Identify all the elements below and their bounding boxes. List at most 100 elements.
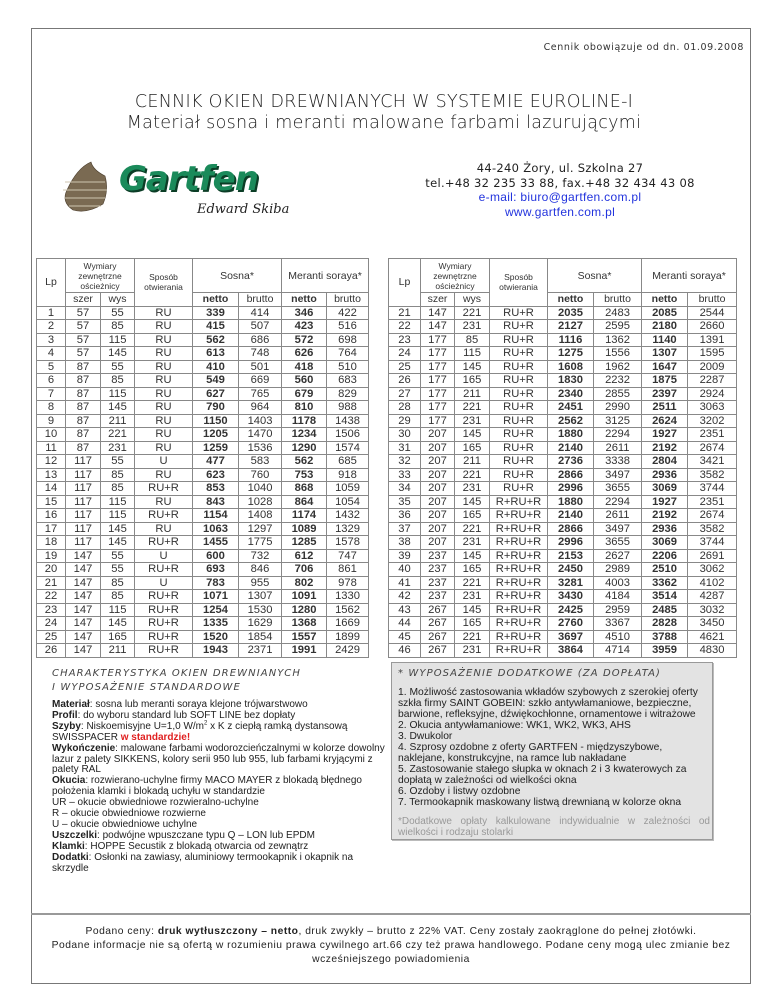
- sosna-netto: 549: [192, 373, 239, 388]
- header-brutto: brutto: [592, 292, 643, 307]
- table-row: 3 57 115 RU 562 686 572 698: [36, 332, 370, 347]
- opening-type: R+RU+R: [489, 548, 548, 563]
- label: Okucia: [52, 775, 86, 787]
- width: 147: [65, 562, 101, 577]
- header-sosna: Sosna*: [191, 258, 283, 293]
- value: : sosna lub meranti soraya klejone trójw…: [89, 699, 308, 710]
- dodatki-line: Dodatki: Osłonki na zawiasy, aluminiowy …: [52, 852, 387, 875]
- height: 231: [100, 440, 135, 455]
- table-row: 45 267 221 R+RU+R 3697 4510 3788 4621: [388, 629, 738, 644]
- table-row: 46 267 231 R+RU+R 3864 4714 3959 4830: [388, 643, 738, 658]
- sosna-brutto: 414: [237, 305, 283, 320]
- meranti-brutto: 861: [326, 562, 370, 577]
- header-netto: netto: [641, 292, 689, 307]
- meranti-netto: 1368: [281, 616, 328, 631]
- sosna-brutto: 964: [237, 400, 283, 415]
- sosna-brutto: 1530: [237, 602, 283, 617]
- table-row: 5 87 55 RU 410 501 418 510: [36, 359, 370, 374]
- meranti-netto: 2192: [641, 508, 689, 523]
- label: Wykończenie: [52, 742, 116, 754]
- opening-type: R+RU+R: [489, 643, 548, 658]
- meranti-netto: 3069: [641, 481, 689, 496]
- row-number: 41: [388, 575, 421, 590]
- height: 85: [100, 575, 135, 590]
- meranti-netto: 3362: [641, 575, 689, 590]
- height: 145: [454, 494, 490, 509]
- row-number: 10: [36, 427, 66, 442]
- row-number: 25: [36, 629, 66, 644]
- sosna-brutto: 2611: [592, 440, 643, 455]
- email-link[interactable]: e-mail: biuro@gartfen.com.pl: [478, 190, 642, 204]
- meranti-netto: 1089: [281, 521, 328, 536]
- sosna-brutto: 669: [237, 373, 283, 388]
- row-number: 42: [388, 589, 421, 604]
- row-number: 26: [36, 643, 66, 658]
- meranti-netto: 572: [281, 332, 328, 347]
- meranti-netto: 2624: [641, 413, 689, 428]
- opening-type: RU: [134, 373, 193, 388]
- row-number: 45: [388, 629, 421, 644]
- sosna-brutto: 4714: [592, 643, 643, 658]
- u-line: U – okucie obwiedniowe uchylne: [52, 818, 198, 830]
- height: 145: [100, 400, 135, 415]
- meranti-netto: 2085: [641, 305, 689, 320]
- sosna-netto: 1608: [547, 359, 594, 374]
- sosna-brutto: 583: [237, 454, 283, 469]
- meranti-brutto: 1899: [326, 629, 370, 644]
- row-number: 46: [388, 643, 421, 658]
- sosna-brutto: 2483: [592, 305, 643, 320]
- sosna-brutto: 1297: [237, 521, 283, 536]
- meranti-netto: 612: [281, 548, 328, 563]
- row-number: 11: [36, 440, 66, 455]
- website-link[interactable]: www.gartfen.com.pl: [504, 204, 616, 219]
- width: 147: [65, 575, 101, 590]
- meranti-netto: 810: [281, 400, 328, 415]
- sosna-netto: 3430: [547, 589, 594, 604]
- row-number: 4: [36, 346, 66, 361]
- extras-heading: * WYPOSAŻENIE DODATKOWE (ZA DOPŁATA): [398, 668, 662, 679]
- width: 267: [420, 602, 455, 617]
- pine-cone-icon: [63, 161, 107, 212]
- width: 207: [420, 508, 455, 523]
- meranti-brutto: 988: [326, 400, 370, 415]
- meranti-netto: 1234: [281, 427, 328, 442]
- row-number: 18: [36, 535, 66, 550]
- table-row: 28 177 221 RU+R 2451 2990 2511 3063: [388, 400, 738, 415]
- value: : HOPPE Secustik z blokadą otwarcia od z…: [84, 840, 309, 852]
- table-row: 10 87 221 RU 1205 1470 1234 1506: [36, 427, 370, 442]
- header-dimensions: Wymiary zewnętrzne ościeżnicy: [65, 258, 135, 293]
- width: 147: [420, 319, 455, 334]
- klamki-line: Klamki: HOPPE Secustik z blokadą otwarci…: [52, 840, 387, 853]
- table-row: 21 147 221 RU+R 2035 2483 2085 2544: [388, 305, 738, 320]
- row-number: 44: [388, 616, 421, 631]
- table-row: 24 147 145 RU+R 1335 1629 1368 1669: [36, 616, 370, 631]
- height: 145: [100, 616, 135, 631]
- table-row: 44 267 165 R+RU+R 2760 3367 2828 3450: [388, 616, 738, 631]
- sosna-netto: 1071: [192, 589, 239, 604]
- height: 115: [100, 602, 135, 617]
- row-number: 22: [388, 319, 421, 334]
- price-table-left: Lp Wymiary zewnętrzne ościeżnicy Sposób ot…: [36, 258, 370, 658]
- meranti-brutto: 1391: [687, 332, 738, 347]
- height: 55: [100, 548, 135, 563]
- row-number: 36: [388, 508, 421, 523]
- height: 221: [454, 305, 490, 320]
- validity-date: Cennik obowiązuje od dn. 01.09.2008: [543, 42, 744, 53]
- label: Szyby: [52, 720, 81, 732]
- width: 147: [65, 643, 101, 658]
- header-meranti: Meranti soraya*: [281, 258, 370, 293]
- meranti-netto: 1285: [281, 535, 328, 550]
- height: 55: [100, 454, 135, 469]
- height: 165: [454, 508, 490, 523]
- sosna-netto: 2451: [547, 400, 594, 415]
- height: 115: [100, 508, 135, 523]
- sosna-brutto: 1854: [237, 629, 283, 644]
- meranti-brutto: 3032: [687, 602, 738, 617]
- width: 207: [420, 467, 455, 482]
- opening-type: RU: [134, 400, 193, 415]
- sosna-netto: 3864: [547, 643, 594, 658]
- width: 237: [420, 589, 455, 604]
- sosna-netto: 1116: [547, 332, 594, 347]
- opening-type: RU+R: [134, 481, 193, 496]
- meranti-brutto: 698: [326, 332, 370, 347]
